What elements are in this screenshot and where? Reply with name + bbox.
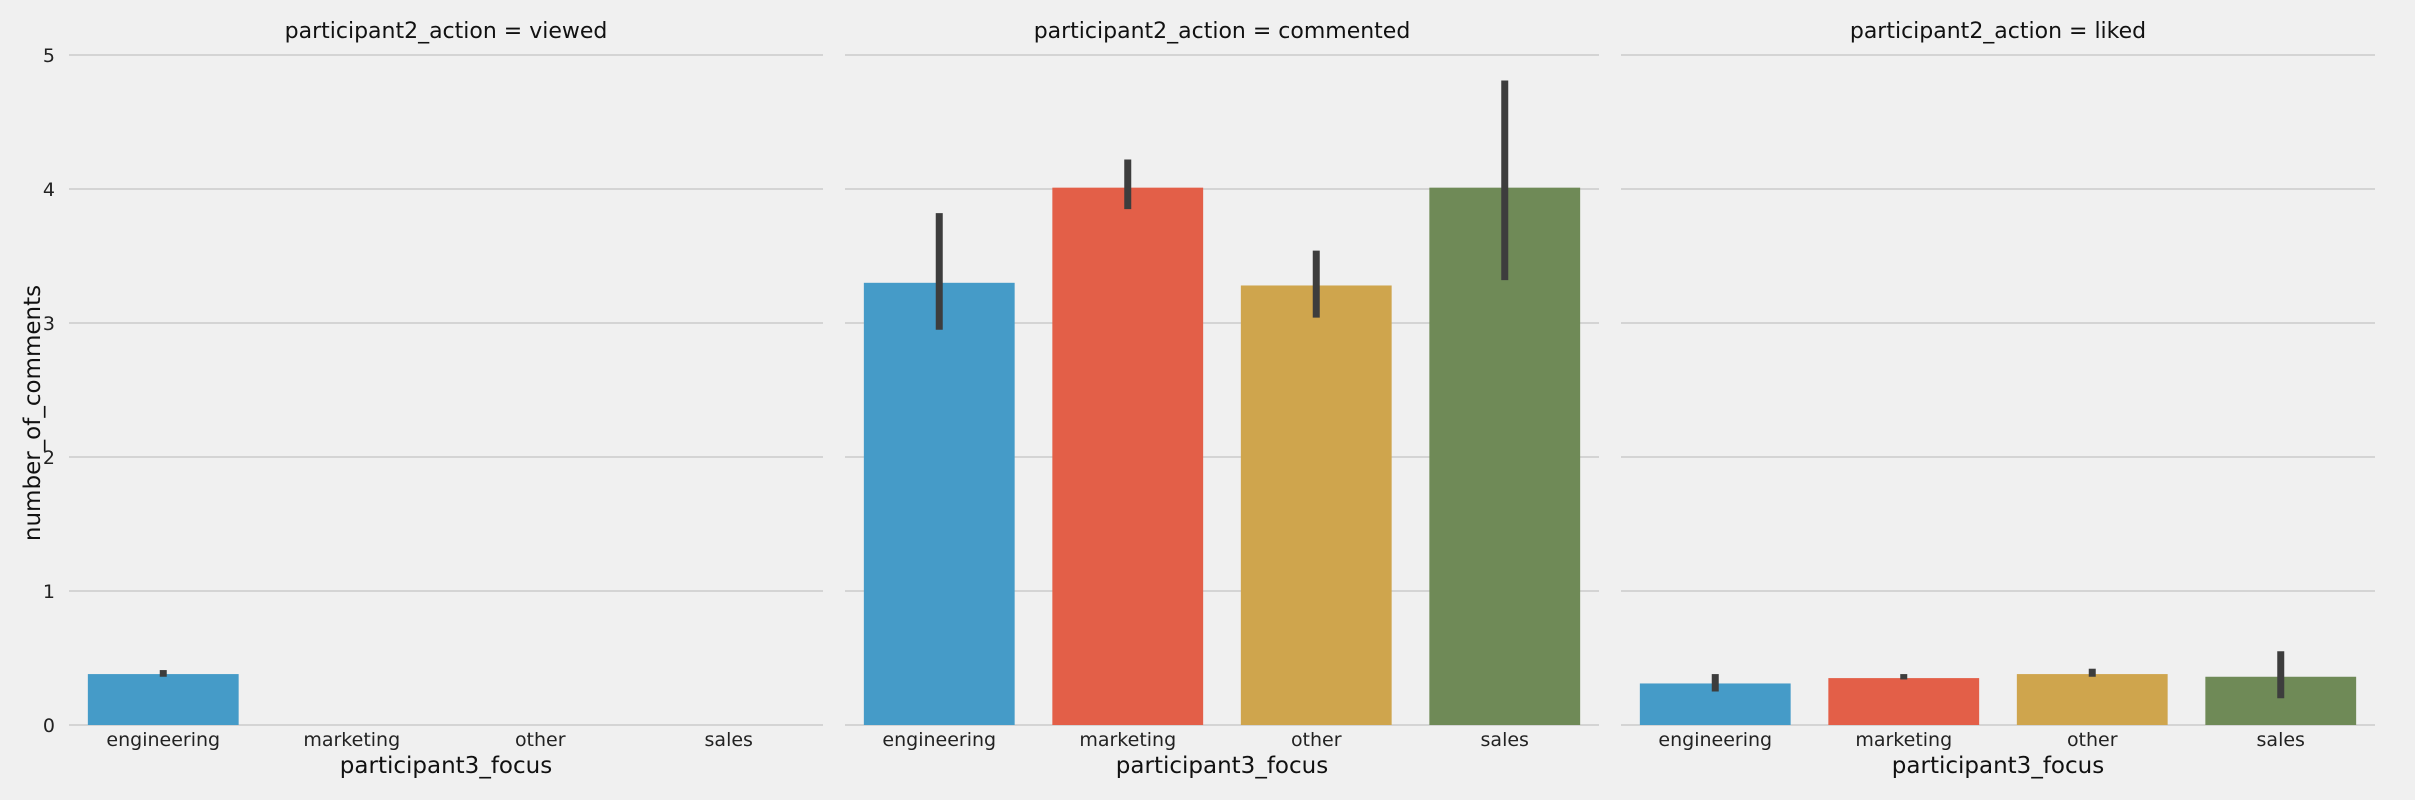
- panel-title: participant2_action = viewed: [285, 19, 608, 44]
- y-tick-label: 4: [43, 179, 55, 201]
- bar-other: [1240, 285, 1392, 725]
- facet-panel-commented: participant2_action = commented engineeri…: [845, 19, 1599, 779]
- facet-panel-liked: participant2_action = liked engineering ma…: [1621, 19, 2375, 779]
- panel-title: participant2_action = commented: [1034, 19, 1411, 44]
- x-tick-label: sales: [2257, 729, 2305, 751]
- panel-title: participant2_action = liked: [1850, 19, 2146, 44]
- y-tick-label: 0: [43, 715, 55, 737]
- bar-marketing: [1052, 187, 1204, 725]
- x-tick-label: engineering: [1658, 729, 1772, 751]
- bar-other: [2016, 674, 2168, 725]
- facet-panels: 0 1 2 3 4 5 participant2_action = viewed engine…: [43, 19, 2375, 779]
- bar-engineering: [863, 282, 1015, 725]
- y-tick-label: 2: [43, 447, 55, 469]
- x-tick-label: marketing: [1079, 729, 1176, 751]
- x-tick-label: engineering: [106, 729, 220, 751]
- y-tick-label: 5: [43, 45, 55, 67]
- y-tick-label: 1: [43, 581, 55, 603]
- x-tick-label: other: [2067, 729, 2118, 751]
- facet-panel-viewed: 0 1 2 3 4 5 participant2_action = viewed engine…: [43, 19, 823, 779]
- x-axis-label: participant3_focus: [1892, 753, 2104, 779]
- x-tick-label: marketing: [303, 729, 400, 751]
- y-tick-label: 3: [43, 313, 55, 335]
- x-tick-label: other: [515, 729, 566, 751]
- x-axis-label: participant3_focus: [340, 753, 552, 779]
- bar-marketing: [1828, 678, 1980, 725]
- x-tick-label: sales: [705, 729, 753, 751]
- x-tick-label: marketing: [1855, 729, 1952, 751]
- bar-engineering: [87, 674, 239, 725]
- y-axis-label: number_of_comments: [20, 285, 46, 541]
- x-tick-label: engineering: [882, 729, 996, 751]
- x-axis-label: participant3_focus: [1116, 753, 1328, 779]
- x-tick-label: sales: [1481, 729, 1529, 751]
- x-tick-label: other: [1291, 729, 1342, 751]
